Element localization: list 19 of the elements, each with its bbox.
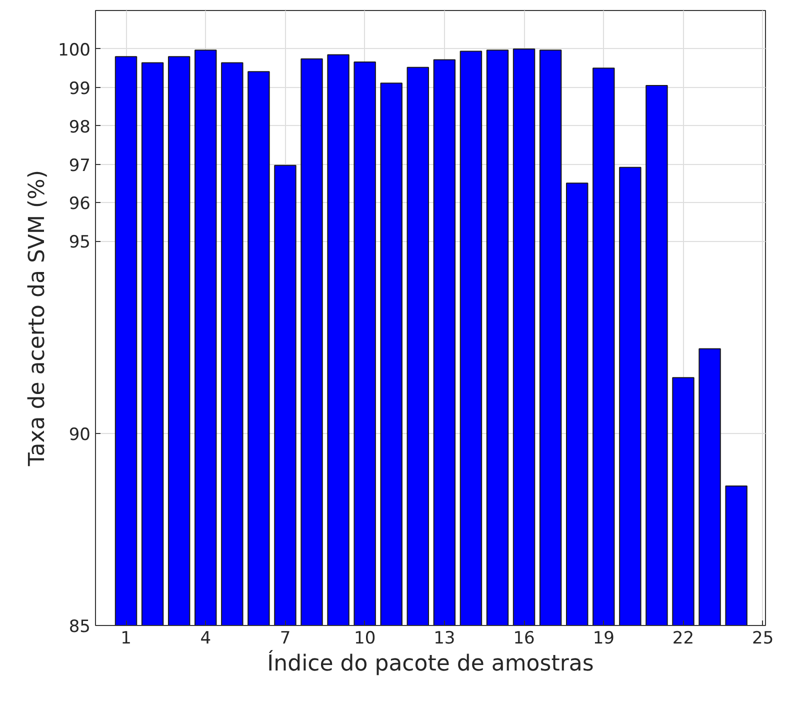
y-tick-label: 95 bbox=[68, 232, 91, 253]
x-tick-label: 25 bbox=[752, 628, 774, 648]
x-tick-label: 13 bbox=[434, 628, 456, 648]
y-axis-title: Taxa de acerto da SVM (%) bbox=[25, 170, 50, 467]
y-tick-label: 85 bbox=[68, 617, 91, 637]
x-tick-label: 22 bbox=[672, 628, 694, 648]
x-tick-label: 4 bbox=[200, 628, 212, 648]
y-tick-label: 99 bbox=[68, 78, 91, 99]
x-tick-label: 10 bbox=[354, 628, 376, 648]
y-tick-label: 90 bbox=[68, 424, 91, 445]
x-tick-label: 7 bbox=[280, 628, 291, 648]
y-tick-label: 97 bbox=[68, 156, 91, 176]
x-tick-label: 1 bbox=[120, 628, 132, 648]
x-tick-label: 19 bbox=[592, 628, 614, 648]
y-tick-label: 98 bbox=[68, 117, 91, 138]
y-tick-label: 96 bbox=[68, 194, 91, 214]
x-tick-label: 16 bbox=[513, 628, 535, 648]
x-axis-title: Índice do pacote de amostras bbox=[267, 650, 594, 676]
y-tick-label: 100 bbox=[58, 40, 91, 60]
